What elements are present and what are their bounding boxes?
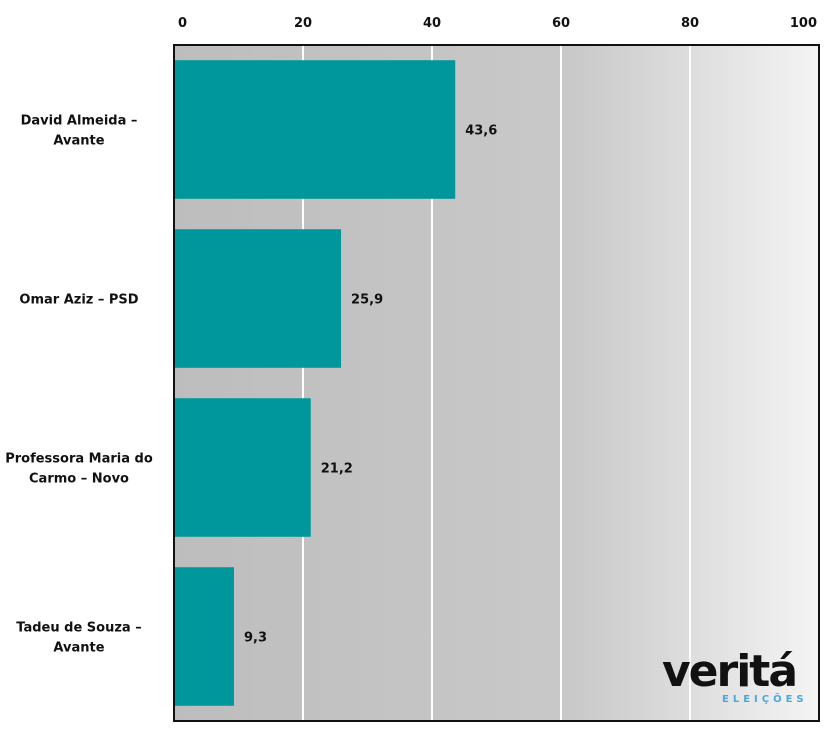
data-labels: 43,6 25,9 21,2 9,3 [244,124,497,646]
bar [174,398,311,537]
x-tick-label: 80 [681,16,699,31]
category-label-line: Professora Maria do [5,452,153,467]
category-labels: David Almeida – Avante Omar Aziz – PSD Prof… [5,114,153,656]
bar-value-label: 43,6 [465,124,497,139]
logo-wordmark: veritá [662,646,796,697]
x-tick-label: 20 [294,16,312,31]
bar [174,567,234,706]
category-label: Omar Aziz – PSD [19,293,138,308]
category-label: Tadeu de Souza – Avante [16,621,141,656]
plot-frame [173,44,820,722]
category-label: Professora Maria do Carmo – Novo [5,452,153,487]
category-label-line: Omar Aziz – PSD [19,293,138,308]
logo-subtitle: ELEIÇÕES [722,692,808,705]
x-axis-ticks: 0 20 40 60 80 100 [178,16,817,31]
category-label-line: David Almeida – [21,114,138,129]
bar [174,229,342,368]
category-label-line: Tadeu de Souza – [16,621,141,636]
x-tick-label: 60 [552,16,570,31]
bar-value-label: 9,3 [244,631,267,646]
category-label-line: Avante [53,134,104,149]
bar-value-label: 21,2 [321,462,353,477]
bar [174,60,456,199]
bar-value-label: 25,9 [351,293,383,308]
x-tick-label: 100 [790,16,817,31]
category-label-line: Carmo – Novo [29,472,129,487]
x-tick-label: 0 [178,16,187,31]
category-label-line: Avante [53,641,104,656]
x-tick-label: 40 [423,16,441,31]
bars [174,60,456,706]
category-label: David Almeida – Avante [21,114,138,149]
verita-logo: veritá ELEIÇÕES [662,646,808,705]
